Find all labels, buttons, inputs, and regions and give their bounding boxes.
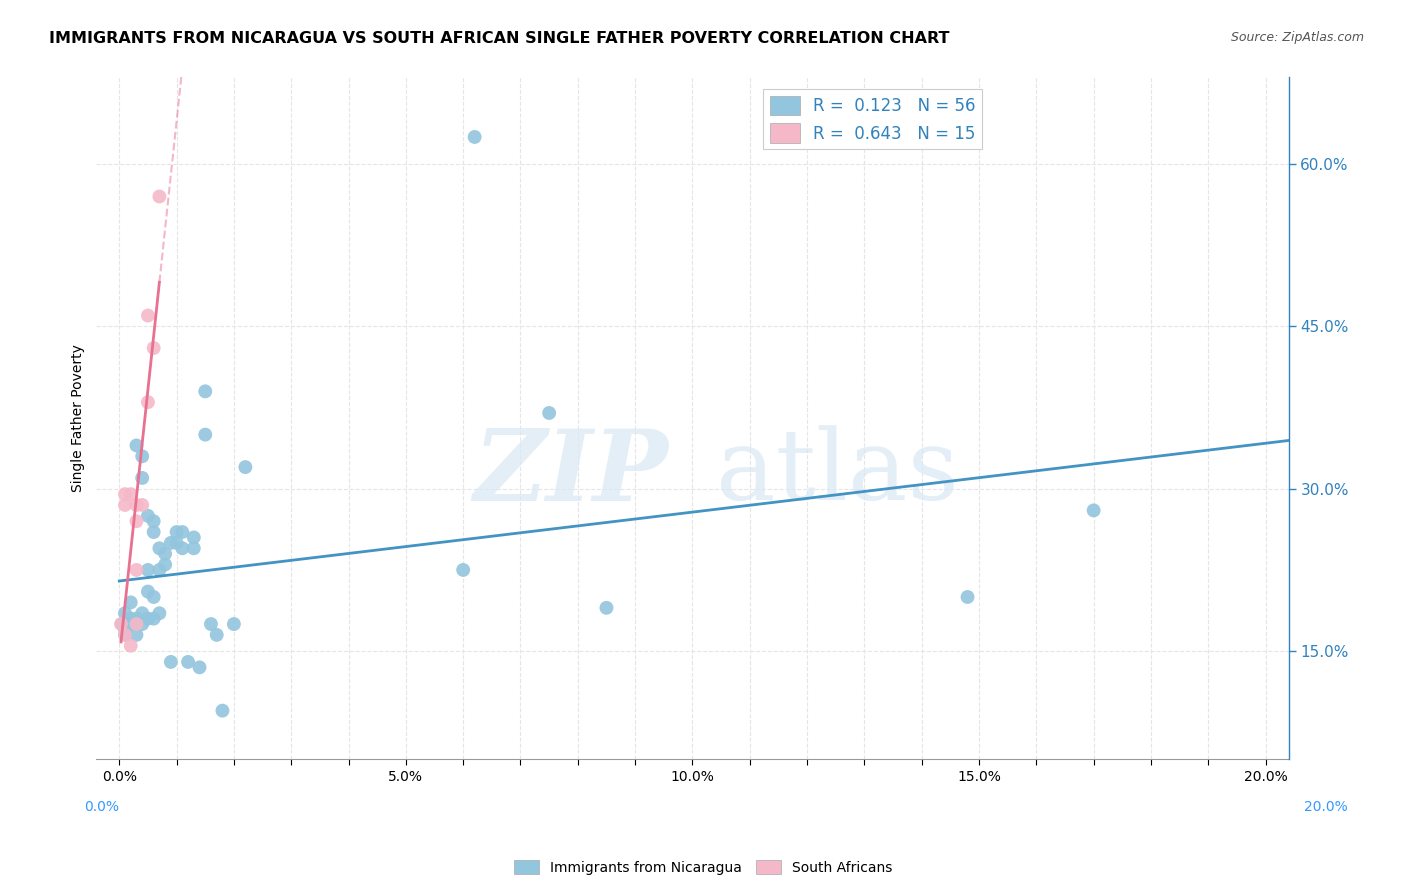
Point — [172, 541, 194, 556]
Point — [131, 606, 153, 620]
Point — [125, 628, 148, 642]
Point — [177, 655, 200, 669]
Text: atlas: atlas — [716, 425, 959, 521]
Point — [114, 498, 136, 512]
Point — [194, 427, 217, 442]
Point — [148, 563, 170, 577]
Point — [125, 617, 148, 632]
Legend: Immigrants from Nicaragua, South Africans: Immigrants from Nicaragua, South African… — [508, 855, 898, 880]
Point — [205, 628, 228, 642]
Point — [160, 655, 183, 669]
Point — [538, 406, 561, 420]
Point — [142, 341, 165, 355]
Point — [120, 612, 142, 626]
Text: 20.0%: 20.0% — [1305, 800, 1348, 814]
Point — [148, 189, 170, 203]
Point — [222, 617, 245, 632]
Point — [114, 617, 136, 632]
Point — [125, 617, 148, 632]
Point — [136, 612, 159, 626]
Point — [125, 617, 148, 632]
Point — [211, 704, 233, 718]
Point — [131, 450, 153, 464]
Point — [142, 514, 165, 528]
Point — [125, 498, 148, 512]
Point — [125, 514, 148, 528]
Point — [183, 531, 205, 545]
Point — [125, 617, 148, 632]
Point — [595, 600, 617, 615]
Point — [125, 563, 148, 577]
Point — [160, 536, 183, 550]
Point — [172, 524, 194, 539]
Point — [153, 547, 176, 561]
Point — [110, 617, 132, 632]
Point — [125, 612, 148, 626]
Point — [956, 590, 979, 604]
Point — [125, 438, 148, 452]
Point — [114, 606, 136, 620]
Text: Source: ZipAtlas.com: Source: ZipAtlas.com — [1230, 31, 1364, 45]
Point — [200, 617, 222, 632]
Point — [120, 595, 142, 609]
Point — [166, 524, 188, 539]
Y-axis label: Single Father Poverty: Single Father Poverty — [72, 344, 86, 492]
Point — [194, 384, 217, 399]
Point — [114, 623, 136, 637]
Point — [142, 524, 165, 539]
Point — [136, 563, 159, 577]
Point — [451, 563, 474, 577]
Point — [136, 508, 159, 523]
Point — [131, 471, 153, 485]
Point — [1083, 503, 1105, 517]
Point — [153, 558, 176, 572]
Point — [120, 487, 142, 501]
Point — [142, 612, 165, 626]
Point — [464, 130, 486, 145]
Point — [114, 628, 136, 642]
Point — [136, 584, 159, 599]
Point — [120, 617, 142, 632]
Point — [111, 617, 134, 632]
Point — [136, 309, 159, 323]
Point — [148, 606, 170, 620]
Point — [235, 460, 257, 475]
Point — [148, 541, 170, 556]
Point — [120, 639, 142, 653]
Point — [188, 660, 211, 674]
Point — [142, 590, 165, 604]
Point — [131, 617, 153, 632]
Point — [136, 395, 159, 409]
Point — [114, 487, 136, 501]
Text: 0.0%: 0.0% — [84, 800, 120, 814]
Point — [131, 498, 153, 512]
Legend: R =  0.123   N = 56, R =  0.643   N = 15: R = 0.123 N = 56, R = 0.643 N = 15 — [763, 89, 983, 149]
Text: ZIP: ZIP — [474, 425, 669, 521]
Point — [183, 541, 205, 556]
Point — [114, 628, 136, 642]
Text: IMMIGRANTS FROM NICARAGUA VS SOUTH AFRICAN SINGLE FATHER POVERTY CORRELATION CHA: IMMIGRANTS FROM NICARAGUA VS SOUTH AFRIC… — [49, 31, 949, 46]
Point — [120, 617, 142, 632]
Point — [166, 536, 188, 550]
Point — [114, 617, 136, 632]
